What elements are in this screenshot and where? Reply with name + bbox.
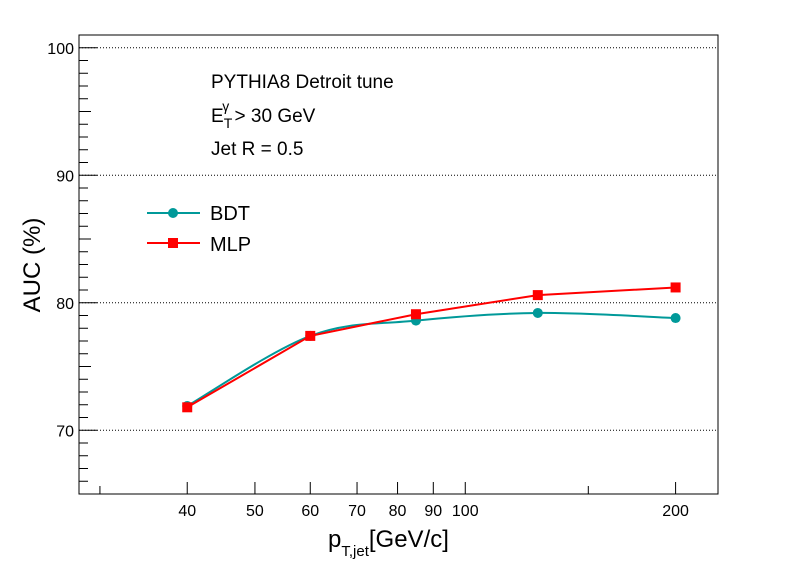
y-tick-label-70: 70 <box>56 423 74 440</box>
annotation-block: PYTHIA8 Detroit tune ETγ > 30 GeV Jet R … <box>211 72 394 160</box>
point-bdt-200 <box>670 313 681 324</box>
data-series <box>182 282 681 413</box>
x-tick-label-90: 90 <box>424 503 442 520</box>
y-tick-label-100: 100 <box>47 41 74 58</box>
x-axis-title-unit: [GeV/c] <box>369 526 449 553</box>
y-tick-label-80: 80 <box>56 296 74 313</box>
x-tick-label-70: 70 <box>348 503 366 520</box>
annotation-et-sup: γ <box>222 98 229 114</box>
x-axis-title: pT,jet[GeV/c] <box>328 526 449 560</box>
annotation-et-sub: T <box>224 115 233 131</box>
y-axis-title: AUC (%) <box>19 218 46 313</box>
point-mlp-40 <box>182 402 193 413</box>
annotation-et-e: E <box>211 106 224 127</box>
x-axis-title-main: p <box>328 526 341 553</box>
point-mlp-60 <box>305 330 316 341</box>
point-mlp-200 <box>670 282 681 293</box>
point-bdt-127 <box>532 307 543 318</box>
point-mlp-127 <box>532 290 543 301</box>
legend-bdt-label: BDT <box>210 203 250 225</box>
annotation-et-rest: > 30 GeV <box>229 106 315 127</box>
x-tick-label-50: 50 <box>246 503 264 520</box>
legend-mlp-marker <box>168 238 178 248</box>
x-tick-label-100: 100 <box>452 503 479 520</box>
x-tick-label-60: 60 <box>301 503 319 520</box>
legend-bdt-marker <box>168 208 178 218</box>
annotation-jet-r: Jet R = 0.5 <box>211 139 303 160</box>
point-mlp-85 <box>410 309 421 320</box>
axis-ticks: 70 80 90 100 40 50 60 70 80 90 100 200 <box>47 34 689 520</box>
annotation-photon-et: ETγ > 30 GeV <box>211 98 316 131</box>
legend: BDT MLP <box>147 203 251 256</box>
annotation-generator: PYTHIA8 Detroit tune <box>211 72 394 93</box>
legend-mlp-label: MLP <box>210 234 251 256</box>
x-axis-title-sub: T,jet <box>341 543 369 560</box>
x-tick-label-200: 200 <box>662 503 689 520</box>
x-tick-label-80: 80 <box>389 503 407 520</box>
x-tick-label-40: 40 <box>178 503 196 520</box>
y-tick-label-90: 90 <box>56 168 74 185</box>
